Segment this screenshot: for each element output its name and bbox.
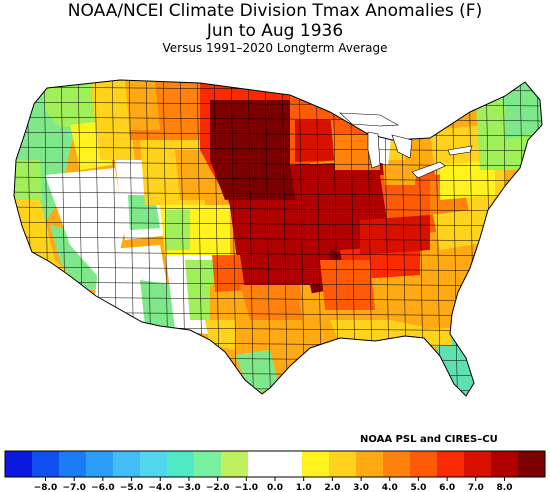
colorbar-tick-label: 3.0 xyxy=(353,483,369,492)
colorbar-swatch xyxy=(356,451,384,477)
colorbar-swatch xyxy=(221,451,249,477)
colorbar-tick-label: −1.0 xyxy=(235,483,258,492)
colorbar-swatch xyxy=(248,451,276,477)
colorbar-ticks xyxy=(45,477,505,481)
colorbar-tick-label: 4.0 xyxy=(382,483,398,492)
region-new-mexico-east xyxy=(185,260,215,320)
colorbar-tick-label: −5.0 xyxy=(120,483,143,492)
anomaly-colorbar: −8.0 −7.0 −6.0 −5.0 −4.0 −3.0 −2.0 −1.0 0.0 1.0 2.… xyxy=(4,450,546,492)
colorbar-tick-label: 7.0 xyxy=(468,483,484,492)
region-colorado-west xyxy=(165,210,190,250)
division-line xyxy=(14,281,542,287)
region-california xyxy=(14,200,110,320)
colorbar-swatch xyxy=(410,451,438,477)
colorbar-tick-label: 1.0 xyxy=(296,483,312,492)
division-line xyxy=(14,251,542,257)
colorbar-swatch xyxy=(437,451,465,477)
division-line xyxy=(14,236,542,242)
colorbar-swatch xyxy=(464,451,492,477)
region-wyoming-east xyxy=(175,150,210,200)
region-california-north xyxy=(14,160,42,200)
division-line xyxy=(0,402,550,406)
colorbar-tick-label: −3.0 xyxy=(177,483,200,492)
region-texas-panhandle xyxy=(212,255,245,292)
division-line xyxy=(14,131,542,137)
us-anomaly-map xyxy=(0,72,550,421)
colorbar-swatch xyxy=(113,451,141,477)
division-line xyxy=(14,221,542,227)
region-montana-west xyxy=(125,80,160,130)
division-line xyxy=(0,417,550,421)
colorbar-tick-label: 6.0 xyxy=(439,483,455,492)
region-texas-west xyxy=(205,320,235,350)
colorbar-tick-label: −7.0 xyxy=(62,483,85,492)
data-credit: NOAA PSL and CIRES–CU xyxy=(360,434,498,445)
colorbar-tick-label: 8.0 xyxy=(497,483,513,492)
map-period: Jun to Aug 1936 xyxy=(206,21,344,41)
colorbar-swatch xyxy=(194,451,222,477)
division-line xyxy=(14,266,542,272)
colorbar-swatch xyxy=(383,451,411,477)
lake-michigan xyxy=(367,131,381,169)
colorbar-tick-label: 5.0 xyxy=(410,483,426,492)
colorbar-swatch xyxy=(491,451,519,477)
colorbar-swatch xyxy=(86,451,114,477)
division-line xyxy=(14,116,542,122)
region-kansas-ok xyxy=(230,200,330,285)
division-line xyxy=(14,161,542,167)
lake-superior xyxy=(339,112,400,127)
map-subtitle: Versus 1991–2020 Longterm Average xyxy=(162,41,388,55)
colorbar-swatches xyxy=(4,450,546,478)
lake-erie xyxy=(411,161,446,179)
colorbar-tick-label: 0.0 xyxy=(267,483,283,492)
division-line xyxy=(14,176,542,182)
colorbar-tick-label: −8.0 xyxy=(34,483,57,492)
region-texas-north xyxy=(240,285,305,320)
colorbar-swatch xyxy=(140,451,168,477)
division-line xyxy=(264,80,272,396)
region-vermont-nh xyxy=(480,105,505,155)
colorbar-tick-labels: −8.0 −7.0 −6.0 −5.0 −4.0 −3.0 −2.0 −1.0 0.0 1.0 2.… xyxy=(34,483,513,492)
map-title: NOAA/NCEI Climate Division Tmax Anomalie… xyxy=(67,1,483,21)
colorbar-swatch xyxy=(59,451,87,477)
region-minnesota-south xyxy=(295,120,342,162)
region-idaho xyxy=(90,80,135,160)
colorbar-tick-label: −2.0 xyxy=(206,483,229,492)
colorbar-swatch xyxy=(329,451,357,477)
division-line xyxy=(14,206,542,212)
colorbar-swatch xyxy=(518,451,546,477)
division-line xyxy=(14,80,17,396)
colorbar-tick-label: −6.0 xyxy=(91,483,114,492)
colorbar-tick-label: 2.0 xyxy=(324,483,340,492)
lake-huron xyxy=(391,134,413,159)
region-kentucky xyxy=(360,215,430,255)
colorbar-tick-label: −4.0 xyxy=(149,483,172,492)
colorbar-swatch xyxy=(32,451,60,477)
colorbar-swatch xyxy=(167,451,195,477)
colorbar-swatch xyxy=(5,451,33,477)
colorbar-swatch xyxy=(302,451,330,477)
division-line xyxy=(14,191,542,197)
lake-ontario xyxy=(447,145,473,156)
division-line xyxy=(0,72,550,76)
region-arkansas-ms xyxy=(320,260,375,310)
division-line xyxy=(247,80,255,396)
colorbar-swatch xyxy=(275,451,303,477)
